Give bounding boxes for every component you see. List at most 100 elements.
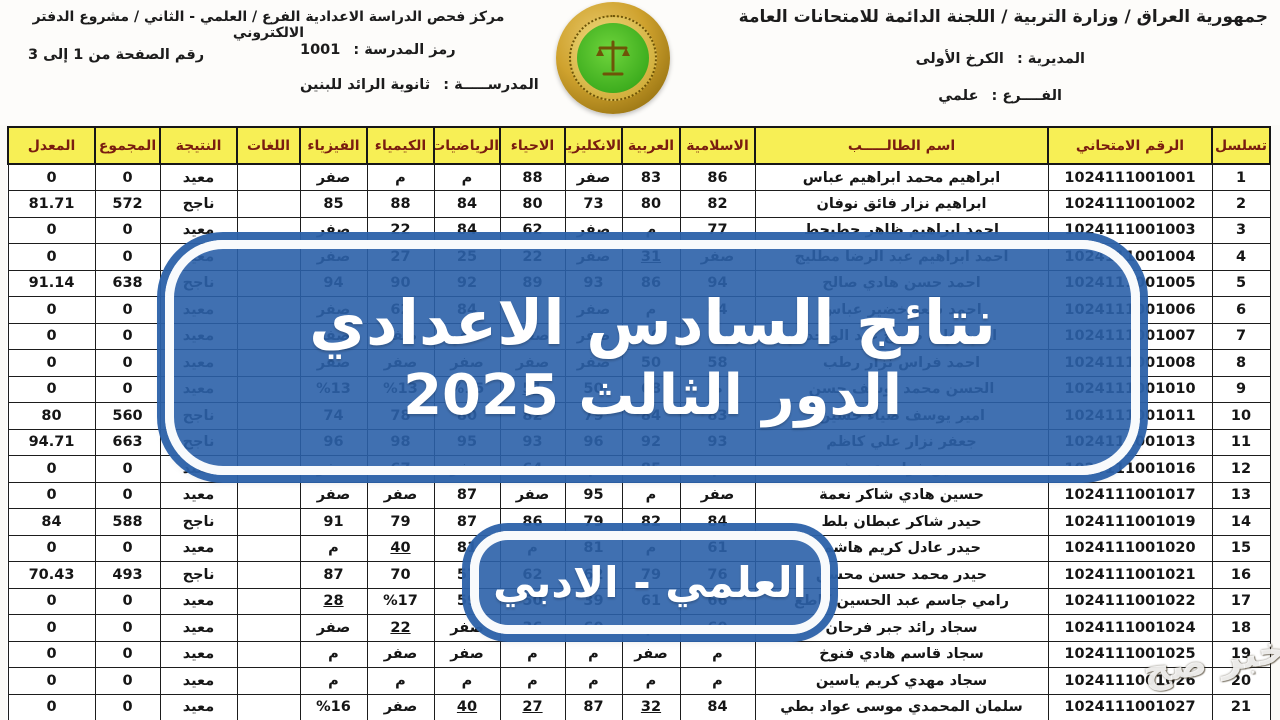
cell-exam-number: 1024111001022 [1047,587,1213,615]
cell-average: 0 [7,296,96,324]
cell-result: ناجح [159,190,238,218]
cell-student-name: ابراهيم محمد ابراهيم عباس [754,163,1049,191]
cell-math: م [433,667,501,695]
cell-physics: 91 [299,508,368,536]
cell-english: صفر [564,163,623,191]
branch-label: الفــــرع : [991,88,1062,104]
cell-average: 0 [7,163,96,191]
cell-chemistry: م [366,163,435,191]
column-header-math: الرياضيات [433,126,501,165]
cell-exam-number: 1024111001019 [1047,508,1213,536]
cell-physics: 85 [299,190,368,218]
banner-title-line1: نتائج السادس الاعدادي [309,285,996,359]
cell-english: 95 [564,481,623,509]
directorate-value: الكرخ الأولى [915,51,1004,67]
cell-exam-number: 1024111001025 [1047,640,1213,668]
cell-arabic: 82 [621,508,681,536]
table-row: 13 1024111001017 حسين هادي شاكر نعمة صفر م 95… [7,481,1271,509]
column-header-average: المعدل [7,126,96,165]
cell-total: 0 [94,587,161,615]
cell-languages [236,534,301,562]
cell-english: 87 [564,693,623,720]
cell-biology: م [499,640,566,668]
cell-student-name: حسين هادي شاكر نعمة [754,481,1049,509]
cell-biology: 80 [499,190,566,218]
cell-total: 560 [94,402,161,430]
org-title: جمهورية العراق / وزارة التربية / اللجنة … [738,7,1268,27]
cell-physics: م [299,640,368,668]
cell-arabic: م [621,481,681,509]
table-row: 21 1024111001027 سلمان المحمدي موسى عواد ب… [7,693,1271,720]
cell-student-name: سلمان المحمدي موسى عواد بطي [754,693,1049,720]
cell-serial: 8 [1211,349,1271,377]
branch-banner: العلمي - الادبي [470,531,830,634]
cell-serial: 1 [1211,163,1271,191]
branch-value: علمي [938,88,979,104]
column-header-chemistry: الكيمياء [366,126,435,165]
cell-total: 0 [94,481,161,509]
cell-total: 493 [94,561,161,589]
cell-physics: %16 [299,693,368,720]
cell-total: 0 [94,455,161,483]
cell-serial: 2 [1211,190,1271,218]
page-range: رقم الصفحة من 1 إلى 3 [28,47,205,63]
column-header-student-name: اسم الطالـــــب [754,126,1049,165]
school-code-value: 1001 [300,42,341,58]
cell-physics: صفر [299,216,368,244]
cell-math: م [433,163,501,191]
cell-languages [236,667,301,695]
cell-languages [236,508,301,536]
cell-chemistry: م [366,667,435,695]
cell-languages [236,481,301,509]
cell-student-name: ابراهيم نزار فائق نوفان [754,190,1049,218]
cell-serial: 20 [1211,667,1271,695]
cell-average: 0 [7,243,96,271]
cell-average: 0 [7,693,96,720]
column-header-biology: الاحياء [499,126,566,165]
ministry-emblem-icon [556,2,670,114]
cell-islamic: 86 [679,163,756,191]
cell-languages [236,693,301,720]
column-header-total: المجموع [94,126,161,165]
cell-result: معيد [159,614,238,642]
cell-result: ناجح [159,508,238,536]
results-announcement-banner: نتائج السادس الاعدادي الدور الثالث 2025 [165,240,1140,475]
column-header-islamic: الاسلامية [679,126,756,165]
cell-average: 0 [7,349,96,377]
table-row: 19 1024111001025 سجاد قاسم هادي فنوخ م صفر م م… [7,640,1271,668]
cell-arabic: 32 [621,693,681,720]
cell-islamic: م [679,667,756,695]
cell-biology: 27 [499,693,566,720]
cell-islamic: م [679,640,756,668]
cell-english: م [564,640,623,668]
cell-average: 0 [7,375,96,403]
cell-physics: م [299,667,368,695]
cell-biology: صفر [499,481,566,509]
page-header: جمهورية العراق / وزارة التربية / اللجنة … [0,0,1280,125]
exam-center-title: مركز فحص الدراسة الاعدادية الفرع / العلم… [32,9,505,41]
directorate-label: المديرية : [1016,51,1085,67]
cell-serial: 10 [1211,402,1271,430]
cell-english: صفر [564,216,623,244]
cell-total: 638 [94,269,161,297]
cell-total: 588 [94,508,161,536]
cell-student-name: سجاد قاسم هادي فنوخ [754,640,1049,668]
cell-chemistry: 79 [366,508,435,536]
cell-math: 87 [433,508,501,536]
cell-exam-number: 1024111001003 [1047,216,1213,244]
emblem-green-core [577,23,649,93]
cell-exam-number: 1024111001020 [1047,534,1213,562]
cell-average: 0 [7,322,96,350]
cell-average: 84 [7,508,96,536]
cell-physics: صفر [299,481,368,509]
cell-chemistry: 22 [366,614,435,642]
column-header-english: الانكليزية [564,126,623,165]
directorate-line: المديرية : الكرخ الأولى [916,51,1085,67]
banner-title-line2: الدور الثالث 2025 [403,362,902,428]
cell-average: 0 [7,640,96,668]
cell-average: 94.71 [7,428,96,456]
cell-islamic: 82 [679,190,756,218]
emblem-gold-ring [569,15,657,101]
cell-math: 87 [433,481,501,509]
